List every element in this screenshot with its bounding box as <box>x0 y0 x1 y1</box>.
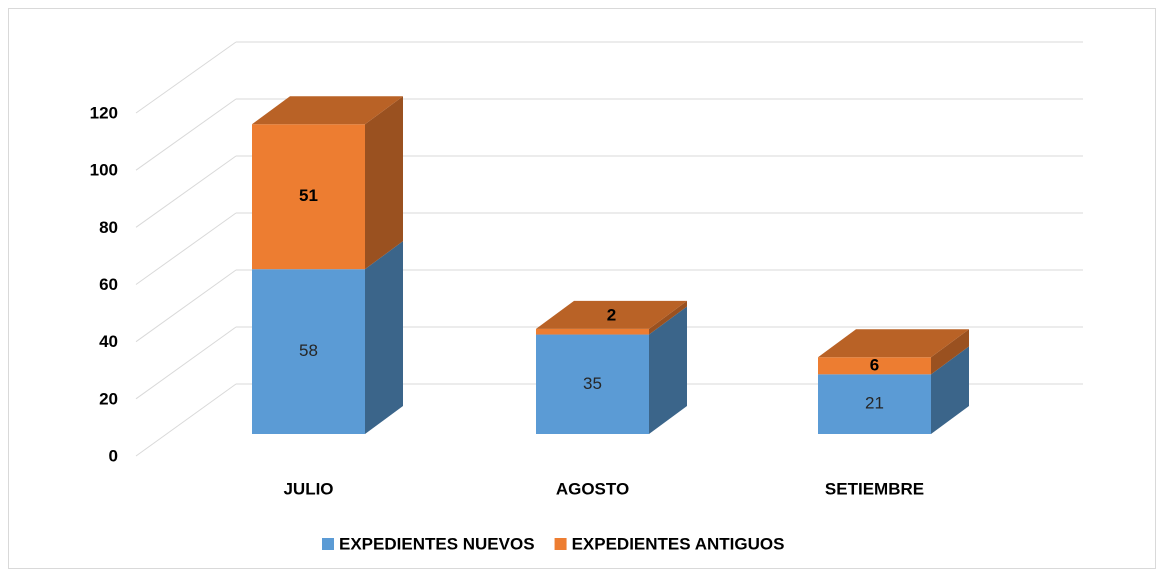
grid-diagonal <box>135 155 237 228</box>
grid-diagonal <box>135 269 237 343</box>
bar-side <box>649 300 687 335</box>
legend-swatch <box>554 538 567 550</box>
grid-diagonal <box>135 326 237 400</box>
data-label: 6 <box>870 355 879 374</box>
bar-top <box>818 329 969 358</box>
bar-side <box>931 329 969 375</box>
x-tick-label: AGOSTO <box>556 479 629 498</box>
bar-side <box>649 306 687 434</box>
bar-segment <box>252 269 365 434</box>
grid-diagonal <box>135 41 237 114</box>
bar-side <box>931 346 969 434</box>
y-tick-label: 120 <box>90 103 118 122</box>
legend-label: EXPEDIENTES NUEVOS <box>339 534 535 553</box>
bar-side <box>365 241 403 434</box>
grid-diagonal <box>135 212 237 285</box>
y-tick-label: 100 <box>90 161 118 180</box>
legend-swatch <box>322 538 334 550</box>
data-label: 51 <box>299 186 318 205</box>
bar-top <box>252 96 403 125</box>
data-label: 2 <box>607 305 616 324</box>
bar-top <box>536 300 687 329</box>
data-label: 21 <box>865 394 884 413</box>
y-tick-label: 20 <box>99 389 118 408</box>
chart-frame <box>8 8 1156 569</box>
bar-segment <box>536 334 649 434</box>
bar-segment <box>818 374 931 434</box>
bar-side <box>365 96 403 270</box>
x-tick-label: SETIEMBRE <box>825 479 924 498</box>
y-tick-label: 80 <box>99 218 118 237</box>
bar-segment <box>536 328 649 335</box>
grid-diagonal <box>135 98 237 171</box>
grid-diagonal <box>135 383 237 457</box>
y-tick-label: 0 <box>109 446 118 465</box>
data-label: 58 <box>299 341 318 360</box>
bar-segment <box>818 357 931 375</box>
y-tick-label: 40 <box>99 332 118 351</box>
x-tick-label: JULIO <box>283 479 333 498</box>
legend-label: EXPEDIENTES ANTIGUOS <box>572 534 785 553</box>
y-tick-label: 60 <box>99 275 118 294</box>
data-label: 35 <box>583 374 602 393</box>
bar-segment <box>252 124 365 270</box>
